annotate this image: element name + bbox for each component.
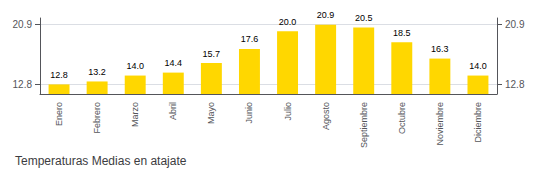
svg-text:15.7: 15.7 — [203, 49, 221, 59]
svg-text:13.2: 13.2 — [88, 67, 106, 77]
svg-text:Septiembre: Septiembre — [359, 102, 369, 148]
svg-text:Junio: Junio — [244, 102, 254, 124]
svg-text:20.9: 20.9 — [505, 19, 525, 30]
svg-text:Diciembre: Diciembre — [473, 102, 483, 143]
svg-text:14.0: 14.0 — [126, 61, 144, 71]
svg-text:Temperaturas Medias en atajate: Temperaturas Medias en atajate — [15, 154, 187, 168]
svg-text:20.9: 20.9 — [13, 19, 33, 30]
svg-text:17.6: 17.6 — [241, 34, 259, 44]
svg-text:Mayo: Mayo — [206, 102, 216, 124]
svg-text:16.3: 16.3 — [431, 44, 449, 54]
svg-text:Enero: Enero — [54, 102, 64, 126]
svg-text:Febrero: Febrero — [92, 102, 102, 134]
svg-text:20.5: 20.5 — [355, 13, 373, 23]
svg-text:14.0: 14.0 — [469, 61, 487, 71]
svg-text:Marzo: Marzo — [130, 102, 140, 127]
svg-text:14.4: 14.4 — [165, 58, 183, 68]
svg-text:12.8: 12.8 — [505, 79, 525, 90]
svg-text:20.0: 20.0 — [279, 17, 297, 27]
svg-text:Julio: Julio — [283, 102, 293, 121]
svg-text:Noviembre: Noviembre — [435, 102, 445, 146]
svg-text:20.9: 20.9 — [317, 10, 335, 20]
svg-text:Agosto: Agosto — [321, 102, 331, 130]
svg-text:12.8: 12.8 — [50, 70, 68, 80]
svg-text:12.8: 12.8 — [13, 79, 33, 90]
svg-text:Abril: Abril — [168, 102, 178, 120]
svg-text:18.5: 18.5 — [393, 28, 411, 38]
svg-text:Octubre: Octubre — [397, 102, 407, 134]
